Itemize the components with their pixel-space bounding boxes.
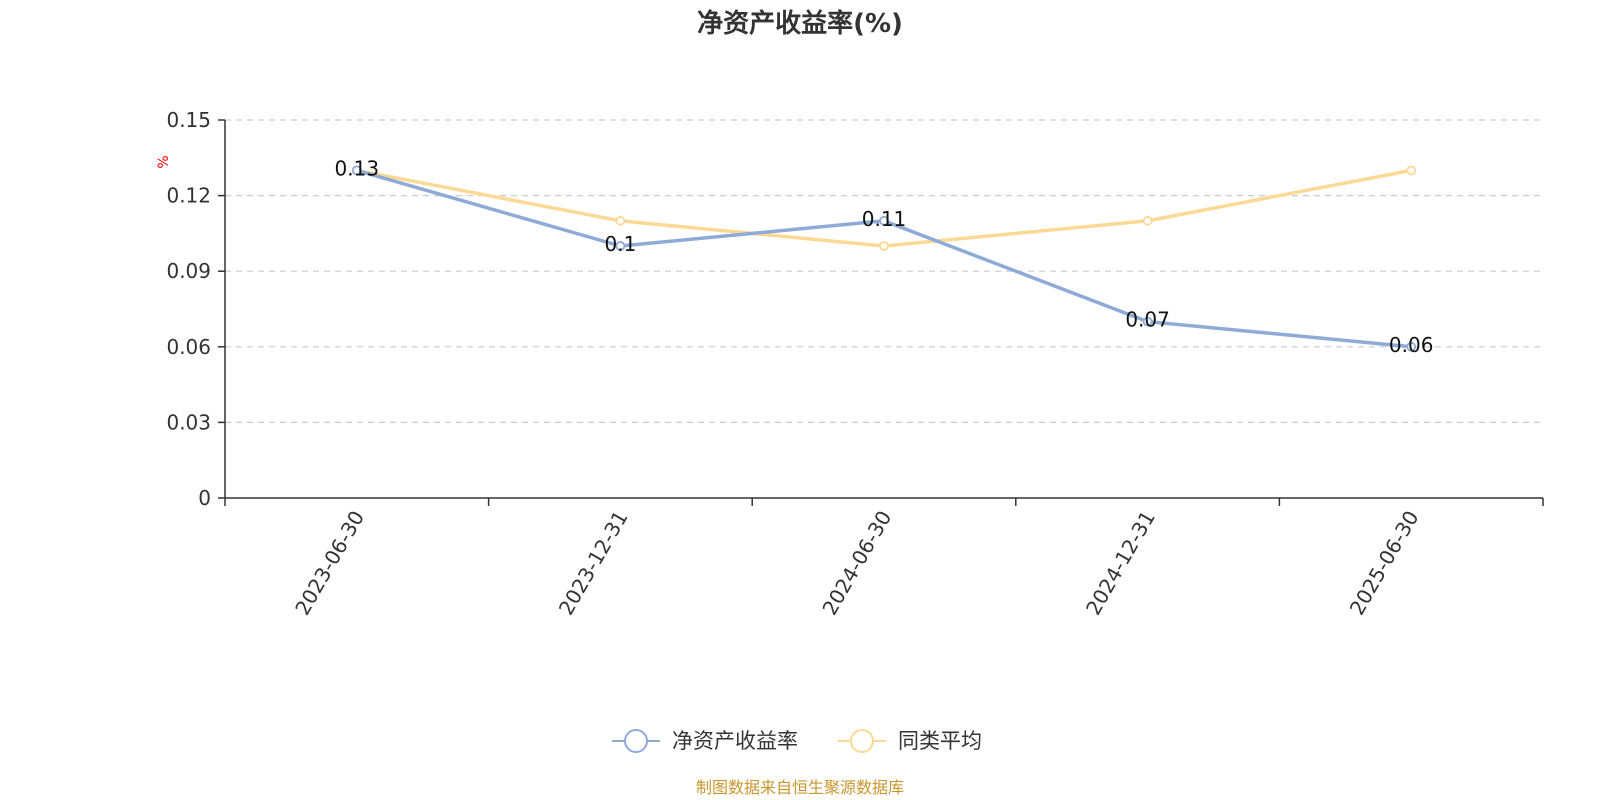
x-tick-label: 2024-12-31 <box>1081 507 1160 620</box>
data-point-series-1 <box>879 241 889 251</box>
legend-label-roe: 净资产收益率 <box>672 729 798 753</box>
data-point-series-0 <box>879 215 889 226</box>
data-point-series-1 <box>1406 165 1417 176</box>
y-tick-label: 0 <box>198 486 211 510</box>
series-line-0 <box>356 168 1412 349</box>
legend-item-peer-average[interactable]: 同类平均 <box>838 729 982 753</box>
y-tick-label: 0.12 <box>166 184 211 208</box>
legend-label-peer-average: 同类平均 <box>898 729 982 753</box>
data-label: 0.1 <box>604 232 636 256</box>
x-tick-label: 2024-06-30 <box>817 507 896 620</box>
legend: 净资产收益率 同类平均 <box>612 729 982 753</box>
data-source-note: 制图数据来自恒生聚源数据库 <box>696 778 904 797</box>
data-point-series-1 <box>1142 215 1153 226</box>
data-labels: 0.13 0.1 0.11 0.07 0.06 <box>335 156 1434 356</box>
y-axis-unit: % <box>156 155 172 168</box>
data-point-series-0 <box>1142 316 1153 327</box>
y-tick-label: 0.06 <box>166 335 211 359</box>
y-tick-label: 0.03 <box>166 410 211 434</box>
x-tick-label: 2023-06-30 <box>290 507 369 620</box>
data-label: 0.06 <box>1389 333 1434 357</box>
data-label: 0.13 <box>335 156 380 180</box>
y-tick-label: 0.15 <box>166 108 211 132</box>
gridlines <box>225 119 1543 423</box>
chart-title: 净资产收益率(%) <box>697 8 903 39</box>
legend-item-roe[interactable]: 净资产收益率 <box>612 729 798 753</box>
data-point-series-0 <box>615 241 626 251</box>
data-point-series-1 <box>615 215 626 226</box>
data-point-series-0 <box>1406 341 1417 352</box>
data-label: 0.07 <box>1125 308 1170 332</box>
series-lines <box>351 165 1417 352</box>
data-label: 0.11 <box>862 207 907 231</box>
y-tick-label: 0.09 <box>166 259 211 283</box>
x-tick-label: 2025-06-30 <box>1345 507 1424 620</box>
x-tick-label: 2023-12-31 <box>554 507 633 620</box>
data-point-series-0 <box>351 165 362 176</box>
